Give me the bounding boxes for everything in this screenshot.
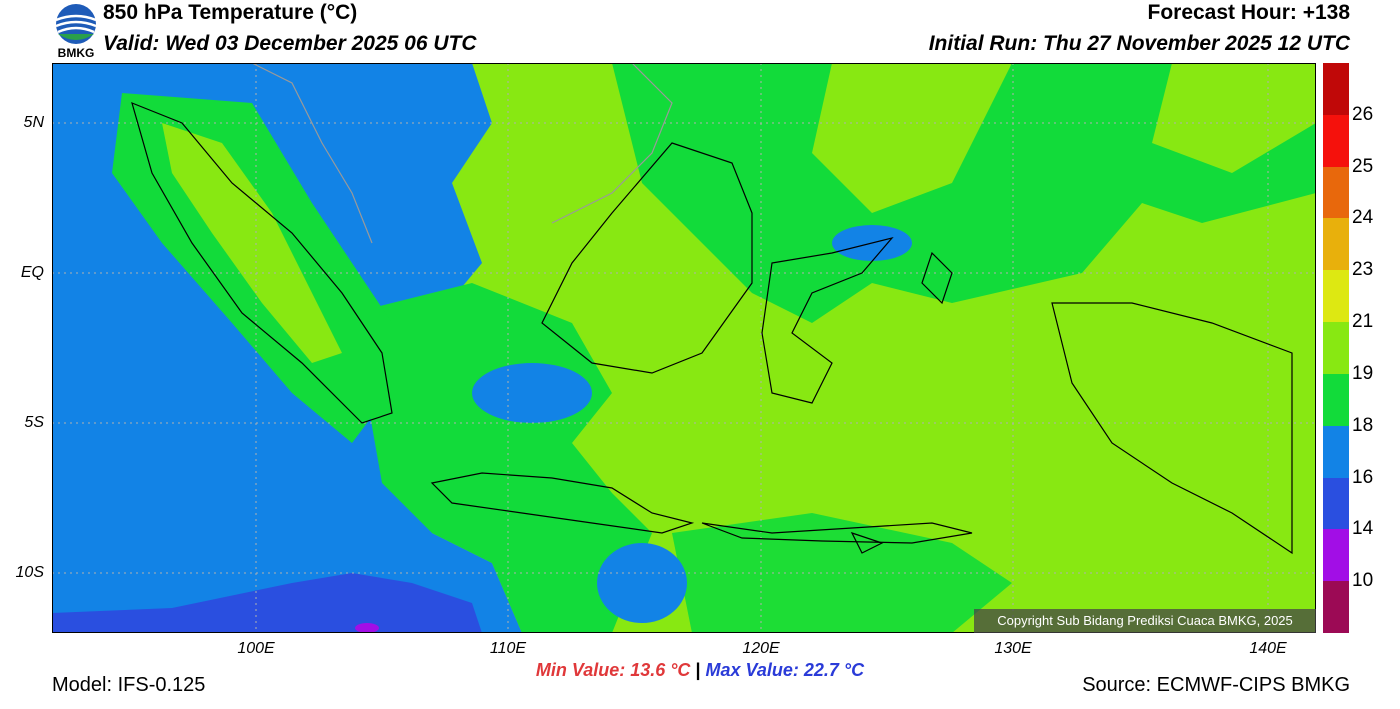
lat-label-eq: EQ [20,264,44,281]
lon-label-130e: 130E [994,640,1032,657]
coast-borneo [541,142,753,374]
forecast-hour: Forecast Hour: +138 [1147,1,1351,24]
min-max-values: Min Value: 13.6 °C | Max Value: 22.7 °C [400,660,1000,681]
coldest-spot [355,623,379,633]
bmkg-logo: BMKG [52,2,100,60]
colorbar-segment [1323,114,1349,167]
lon-label-110e: 110E [489,640,527,657]
lat-label-10s: 10S [15,564,44,581]
warm-region-sumatra [162,123,342,363]
colorbar-label: 18 [1352,414,1374,436]
green-band-central [352,283,652,633]
coast-papua [1051,302,1293,555]
lon-label-140e: 140E [1249,640,1287,657]
colorbar [1323,63,1349,633]
colorbar-segment [1323,581,1349,633]
colorbar-label: 25 [1352,155,1374,177]
colorbar-segment [1323,529,1349,582]
colorbar-segment [1323,270,1349,323]
colorbar-label: 26 [1352,103,1374,125]
malay-peninsula-coast [251,63,673,244]
lon-label-120e: 120E [742,640,780,657]
colorbar-segment [1323,425,1349,478]
colorbar-label: 10 [1352,570,1374,592]
coast-nusa-tenggara [701,522,973,544]
colorbar-segment [1323,63,1349,115]
coast-java [430,472,695,534]
coast-sulawesi [761,236,894,404]
colorbar-label: 14 [1352,518,1374,540]
colorbar-label: 24 [1352,207,1374,229]
initial-run: Initial Run: Thu 27 November 2025 12 UTC [928,32,1350,55]
temperature-map [52,63,1316,633]
copyright-banner: Copyright Sub Bidang Prediksi Cuaca BMKG… [974,609,1316,633]
max-value: Max Value: 22.7 °C [705,660,865,680]
valid-time: Valid: Wed 03 December 2025 06 UTC [103,32,477,55]
model-label: Model: IFS-0.125 [52,674,206,696]
green-band-east [612,63,1316,323]
colorbar-label: 19 [1352,362,1374,384]
green-band-south [672,513,1012,633]
graticule [52,63,1316,633]
colorbar-segment [1323,373,1349,426]
colorbar-segment [1323,477,1349,530]
colorbar-label: 23 [1352,259,1374,281]
min-value: Min Value: 13.6 °C [535,660,691,680]
colorbar-segment [1323,166,1349,219]
coast-timor [850,531,884,554]
coast-sumatra [131,101,393,424]
lat-label-5n: 5N [23,114,44,131]
coast-maluku [921,251,953,305]
lat-label-5s: 5S [24,414,44,431]
source-label: Source: ECMWF-CIPS BMKG [1082,674,1350,696]
cool-pocket-java-sea [472,363,592,423]
map-title: 850 hPa Temperature (°C) [103,1,358,24]
value-separator: | [695,660,701,680]
logo-text: BMKG [57,46,95,60]
colorbar-segment [1323,218,1349,271]
colorbar-label: 16 [1352,466,1374,488]
cool-pocket-south [597,543,687,623]
colorbar-label: 21 [1352,311,1374,333]
colorbar-segment [1323,322,1349,374]
cold-region-southwest [52,573,482,633]
lon-label-100e: 100E [237,640,275,657]
coastlines [131,101,1293,555]
